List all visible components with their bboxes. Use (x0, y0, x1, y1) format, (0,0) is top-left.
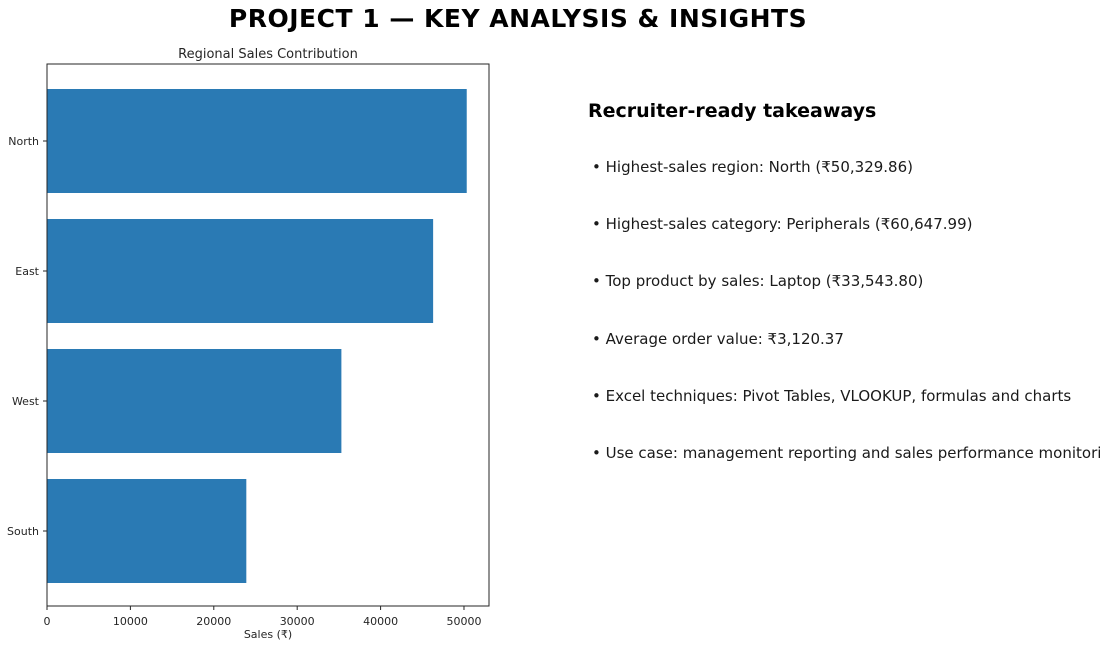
insight-item: • Top product by sales: Laptop (₹33,543.… (592, 272, 924, 291)
x-tick-label: 40000 (363, 615, 398, 628)
plot-area-frame (46, 63, 490, 607)
y-tick-label-east: East (15, 265, 39, 278)
bars-layer (47, 89, 467, 583)
x-tick-label: 10000 (113, 615, 148, 628)
insights-heading: Recruiter-ready takeaways (588, 100, 877, 122)
insight-item: • Use case: management reporting and sal… (592, 444, 1100, 462)
x-tick-label: 50000 (446, 615, 481, 628)
insight-item: • Highest-sales category: Peripherals (₹… (592, 215, 973, 234)
x-axis-label: Sales (₹) (244, 628, 292, 641)
y-tick-label-north: North (8, 135, 39, 148)
bar-west (47, 349, 342, 453)
bar-east (47, 219, 434, 323)
page-title: PROJECT 1 — KEY ANALYSIS & INSIGHTS (228, 4, 808, 33)
y-tick-label-west: West (12, 395, 40, 408)
bar-south (47, 479, 247, 583)
regional-sales-bar-chart: Regional Sales Contribution North East Wes… (7, 47, 490, 641)
x-tick-label: 20000 (196, 615, 231, 628)
x-tick-label: 0 (44, 615, 51, 628)
bar-north (47, 89, 467, 193)
insight-item: • Excel techniques: Pivot Tables, VLOOKU… (592, 386, 1072, 405)
x-axis-ticks: 0 10000 20000 30000 40000 50000 (44, 606, 481, 628)
insight-item: • Average order value: ₹3,120.37 (592, 329, 844, 348)
y-axis-ticks: North East West South (7, 135, 47, 538)
insight-item: • Highest-sales region: North (₹50,329.8… (592, 158, 913, 176)
chart-title: Regional Sales Contribution (178, 47, 358, 62)
y-tick-label-south: South (7, 525, 39, 538)
x-tick-label: 30000 (280, 615, 315, 628)
